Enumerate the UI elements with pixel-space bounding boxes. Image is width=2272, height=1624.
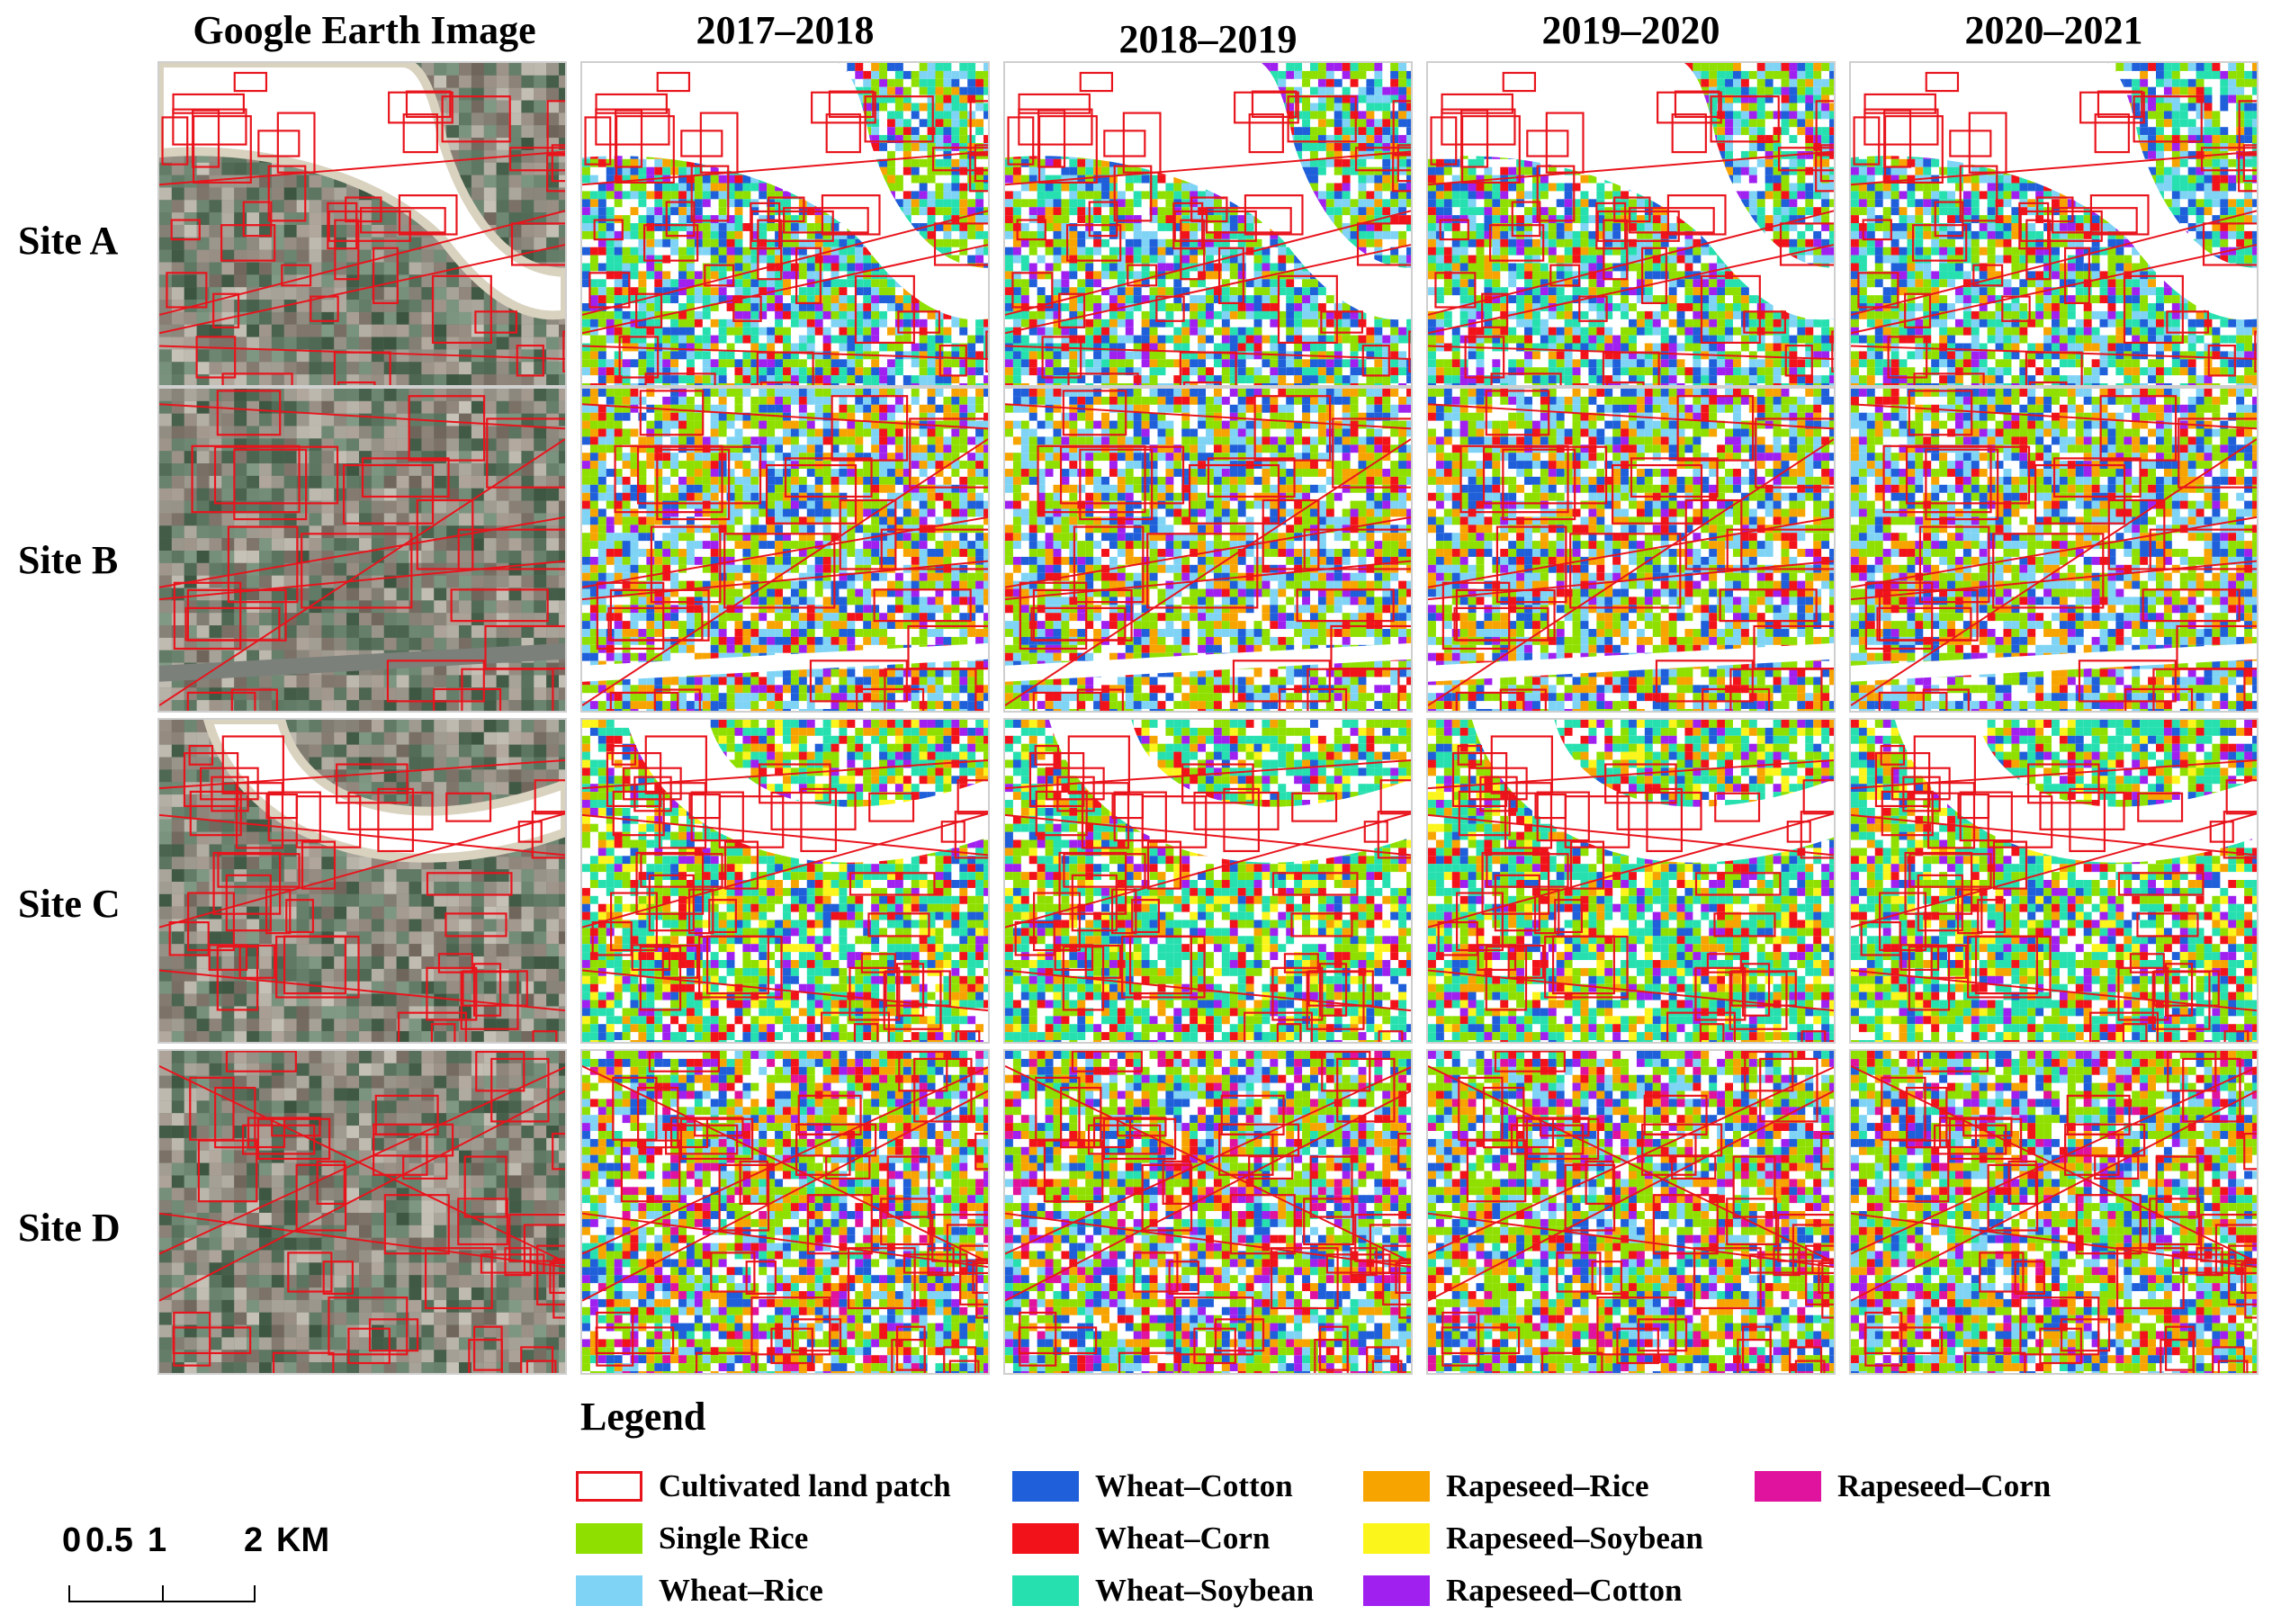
crop-map-panel: [1003, 387, 1413, 713]
legend-title: Legend: [580, 1390, 705, 1444]
legend-swatch: [576, 1471, 642, 1502]
scale-tick-1: 1: [148, 1521, 166, 1560]
column-header-2020-2021: 2020–2021: [1849, 4, 2259, 58]
crop-map-panel: [1003, 1049, 1413, 1375]
column-header-2018-2019: 2018–2019: [1003, 13, 1413, 67]
crop-map-panel: [1849, 61, 2259, 387]
scale-tick-0-5: 0.5: [85, 1521, 133, 1560]
legend-label: Rapeseed–Corn: [1837, 1468, 2051, 1504]
legend-item: Wheat–Rice: [576, 1571, 823, 1611]
legend-label: Wheat–Rice: [659, 1573, 823, 1609]
legend-label: Wheat–Corn: [1095, 1521, 1270, 1557]
crop-map-panel: [1003, 61, 1413, 387]
crop-map-panel: [1426, 387, 1836, 713]
legend-swatch: [576, 1575, 642, 1606]
legend-swatch: [576, 1523, 642, 1554]
crop-map-panel: [580, 1049, 990, 1375]
scale-bar-line: [68, 1585, 256, 1602]
legend-swatch: [1363, 1523, 1430, 1554]
legend-swatch: [1012, 1471, 1079, 1502]
column-header-google-earth: Google Earth Image: [157, 4, 571, 58]
legend-label: Wheat–Cotton: [1095, 1468, 1293, 1504]
satellite-image-panel: [157, 1049, 567, 1375]
crop-map-panel: [1849, 1049, 2259, 1375]
legend-label: Single Rice: [659, 1521, 808, 1557]
legend-label: Wheat–Soybean: [1095, 1573, 1314, 1609]
satellite-image-panel: [157, 61, 567, 387]
crop-map-panel: [580, 718, 990, 1044]
crop-map-panel: [1426, 61, 1836, 387]
legend-swatch: [1363, 1471, 1430, 1502]
legend-label: Rapeseed–Cotton: [1446, 1573, 1682, 1609]
crop-map-panel: [1849, 718, 2259, 1044]
crop-map-panel: [1849, 387, 2259, 713]
legend-label: Cultivated land patch: [659, 1468, 951, 1504]
satellite-image-panel: [157, 387, 567, 713]
scale-tick-0: 0: [62, 1521, 81, 1560]
scale-bar: 0 0.5 1 2 KM: [62, 1521, 329, 1611]
row-label-site-d: Site D: [18, 1201, 153, 1255]
row-label-site-b: Site B: [18, 534, 153, 588]
legend-item: Wheat–Corn: [1012, 1519, 1270, 1558]
legend-item: Rapeseed–Cotton: [1363, 1571, 1682, 1611]
legend-item: Cultivated land patch: [576, 1467, 951, 1506]
crop-map-panel: [1003, 718, 1413, 1044]
legend-item: Rapeseed–Rice: [1363, 1467, 1649, 1506]
crop-map-panel: [580, 387, 990, 713]
legend-item: Wheat–Cotton: [1012, 1467, 1293, 1506]
column-header-2017-2018: 2017–2018: [580, 4, 990, 58]
legend-item: Rapeseed–Corn: [1755, 1467, 2051, 1506]
crop-map-panel: [580, 61, 990, 387]
legend-swatch: [1755, 1471, 1821, 1502]
legend-label: Rapeseed–Soybean: [1446, 1521, 1703, 1557]
row-label-site-c: Site C: [18, 877, 153, 931]
satellite-image-panel: [157, 718, 567, 1044]
crop-map-panel: [1426, 718, 1836, 1044]
legend-item: Rapeseed–Soybean: [1363, 1519, 1703, 1558]
legend-swatch: [1012, 1523, 1079, 1554]
column-header-2019-2020: 2019–2020: [1426, 4, 1836, 58]
scale-tick-2: 2: [244, 1521, 263, 1560]
row-label-site-a: Site A: [18, 214, 153, 268]
legend-item: Wheat–Soybean: [1012, 1571, 1314, 1611]
scale-unit: KM: [276, 1521, 329, 1560]
legend-swatch: [1012, 1575, 1079, 1606]
legend-label: Rapeseed–Rice: [1446, 1468, 1649, 1504]
legend-swatch: [1363, 1575, 1430, 1606]
legend-item: Single Rice: [576, 1519, 808, 1558]
crop-map-panel: [1426, 1049, 1836, 1375]
